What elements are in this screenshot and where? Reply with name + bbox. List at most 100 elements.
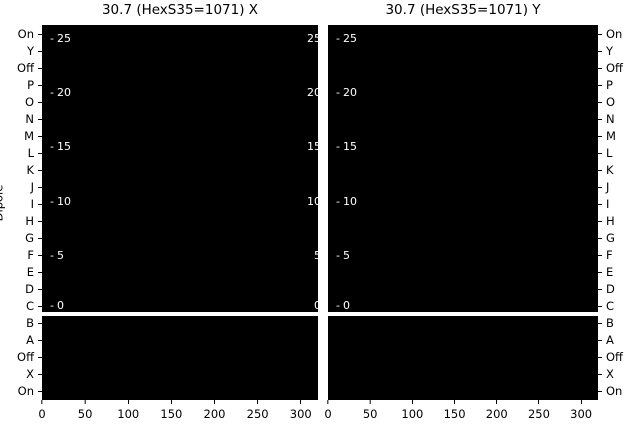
tick-dash-icon: - [50, 140, 54, 153]
tick-label: 150 [160, 407, 183, 421]
tick-label: 200 [485, 407, 508, 421]
tick-mark-icon [538, 400, 540, 404]
category-label-right-i-10: I [606, 196, 610, 211]
spine-tick-right [598, 135, 602, 137]
tick-dash-icon: - [336, 86, 340, 99]
tick-mark-icon [127, 400, 129, 404]
tick-label: 10 [343, 195, 357, 208]
panel-x-ytick-5: -5 [50, 250, 64, 261]
tick-mark-icon [369, 400, 371, 404]
spine-tick-right [598, 289, 602, 291]
category-label-right-n-5: N [606, 111, 615, 126]
plot-area-x-lower[interactable] [42, 316, 318, 400]
panel-x-right-ytick-25: -25 [307, 33, 321, 44]
tick-label: 10 [307, 195, 321, 208]
category-label-left-a-18: A [26, 333, 34, 348]
spine-tick-left [38, 50, 42, 52]
tick-label: 100 [117, 407, 140, 421]
tick-dash-icon: - [336, 32, 340, 45]
spine-tick-right [598, 374, 602, 376]
spine-tick-right [598, 84, 602, 86]
tick-mark-icon [300, 400, 302, 404]
tick-mark-icon [41, 400, 43, 404]
panel-y-ytick-15: -15 [336, 141, 357, 152]
category-label-right-e-14: E [606, 265, 614, 280]
spine-tick-left [38, 255, 42, 257]
plot-area-x-upper[interactable]: -25-20-15-10-5-0-25-20-15-10-5-0 [42, 25, 321, 312]
spine-tick-right [598, 306, 602, 308]
category-label-right-off-2: Off [606, 60, 623, 75]
tick-dash-icon: - [50, 86, 54, 99]
spine-tick-left [38, 186, 42, 188]
panel-x-ytick-0: -0 [50, 300, 64, 311]
spine-tick-right [598, 340, 602, 342]
tick-label: 250 [527, 407, 550, 421]
category-label-right-j-9: J [606, 179, 610, 194]
panel-y-ytick-0: -0 [336, 300, 350, 311]
panel-y-ytick-10: -10 [336, 196, 357, 207]
category-label-left-c-16: C [25, 299, 34, 314]
panel-x-xtick-300: 300 [290, 400, 312, 421]
category-axis-left: On Y Off P O N M L K J I H G F E D C B A Off X On [4, 25, 38, 400]
tick-label: 0 [38, 407, 46, 421]
spine-tick-left [38, 357, 42, 359]
spine-tick-right [598, 67, 602, 69]
tick-dash-icon: - [50, 195, 54, 208]
spine-tick-left [38, 152, 42, 154]
category-label-left-f-13: F [27, 248, 34, 263]
spine-tick-left [38, 101, 42, 103]
spine-tick-left [38, 306, 42, 308]
panel-x-ytick-20: -20 [50, 87, 71, 98]
spine-tick-left [38, 391, 42, 393]
category-label-left-p-3: P [27, 77, 34, 92]
spine-tick-right [598, 391, 602, 393]
tick-label: 5 [57, 249, 64, 262]
panel-y-xtick-300: 300 [570, 400, 592, 421]
tick-dash-icon: - [50, 32, 54, 45]
panel-y-xtick-100: 100 [401, 400, 423, 421]
tick-label: 300 [570, 407, 593, 421]
spine-tick-right [598, 238, 602, 240]
spine-tick-right [598, 169, 602, 171]
category-label-right-d-15: D [606, 282, 615, 297]
spine-tick-left [38, 33, 42, 35]
tick-label: 10 [57, 195, 71, 208]
category-label-right-p-3: P [606, 77, 613, 92]
category-label-left-b-17: B [26, 316, 34, 331]
plot-area-y-upper[interactable]: -25-20-15-10-5-0 [328, 25, 598, 312]
category-label-left-k-8: K [26, 162, 34, 177]
category-label-left-l-7: L [27, 145, 34, 160]
tick-mark-icon [580, 400, 582, 404]
spine-tick-right [598, 221, 602, 223]
tick-label: 15 [57, 140, 71, 153]
tick-label: 15 [343, 140, 357, 153]
category-label-left-h-11: H [25, 214, 34, 229]
category-label-right-b-17: B [606, 316, 614, 331]
spine-tick-left [38, 289, 42, 291]
category-label-left-g-12: G [25, 231, 34, 246]
panel-y-xtick-200: 200 [486, 400, 508, 421]
tick-label: 5 [314, 249, 321, 262]
tick-label: 100 [401, 407, 424, 421]
tick-mark-icon [213, 400, 215, 404]
category-label-left-on-0: On [17, 26, 34, 41]
panel-y-xtick-50: 50 [363, 400, 378, 421]
category-label-left-j-9: J [30, 179, 34, 194]
panel-x-ytick-25: -25 [50, 33, 71, 44]
tick-label: 0 [343, 299, 350, 312]
x-axis-left: 0 50 100 150 200 250 300 [38, 400, 318, 430]
category-label-left-y-1: Y [26, 43, 34, 58]
spine-tick-right [598, 357, 602, 359]
tick-dash-icon: - [50, 249, 54, 262]
tick-mark-icon [496, 400, 498, 404]
spine-tick-right [598, 118, 602, 120]
category-label-right-m-6: M [606, 128, 616, 143]
tick-label: 0 [57, 299, 64, 312]
spine-tick-right [598, 255, 602, 257]
plot-area-y-lower[interactable] [328, 316, 598, 400]
tick-label: 0 [324, 407, 332, 421]
panel-y-ytick-25: -25 [336, 33, 357, 44]
tick-mark-icon [327, 400, 329, 404]
panel-y-xtick-0: 0 [324, 400, 332, 421]
tick-label: 50 [362, 407, 378, 421]
